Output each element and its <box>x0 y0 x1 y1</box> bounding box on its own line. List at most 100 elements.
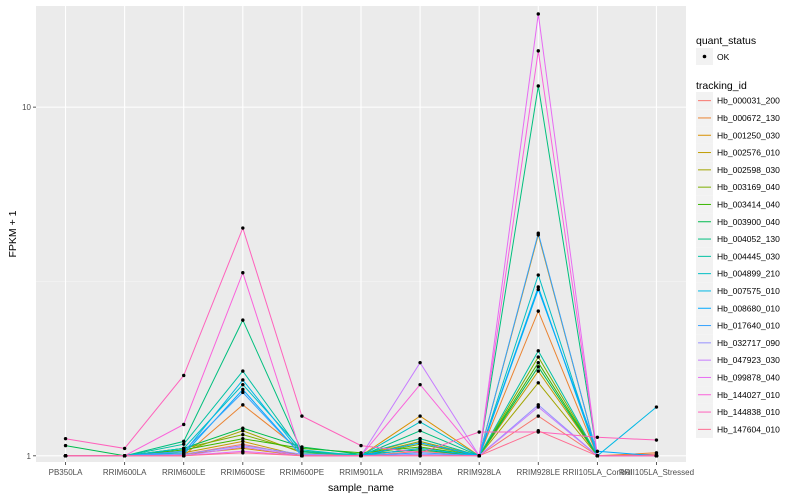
data-point <box>300 448 304 452</box>
legend-label-Hb_007575_010: Hb_007575_010 <box>717 286 780 296</box>
legend-series-entries: Hb_000031_200 Hb_000672_130 Hb_001250_030 H… <box>696 92 780 438</box>
data-point <box>182 422 186 427</box>
data-point <box>182 454 186 458</box>
legend-label-Hb_000031_200: Hb_000031_200 <box>717 96 780 106</box>
data-point <box>536 49 540 53</box>
data-point <box>241 403 245 407</box>
legend-label-Hb_003169_040: Hb_003169_040 <box>717 182 780 192</box>
data-point <box>418 420 422 424</box>
data-point <box>241 445 245 449</box>
data-point <box>536 287 540 292</box>
data-point <box>536 381 540 385</box>
data-point <box>241 226 245 230</box>
data-point <box>241 432 245 437</box>
data-point <box>182 439 186 444</box>
data-point <box>182 373 186 378</box>
data-point <box>595 454 600 458</box>
x-tick-label: RRIM600PE <box>280 468 324 477</box>
legend-label-Hb_001250_030: Hb_001250_030 <box>717 130 780 140</box>
data-point <box>241 318 245 322</box>
data-point <box>359 443 363 448</box>
data-point <box>241 436 245 441</box>
data-point <box>418 414 422 418</box>
data-point <box>241 271 245 275</box>
legend-label-Hb_004445_030: Hb_004445_030 <box>717 251 780 261</box>
y-tick-label: 10 <box>22 103 31 112</box>
data-point <box>536 360 540 365</box>
data-point <box>536 12 540 16</box>
legend-title-quant-status: quant_status <box>696 35 756 47</box>
legend: quant_status OK tracking_id Hb_000031_20… <box>696 35 780 438</box>
data-point <box>654 405 659 409</box>
data-point <box>182 449 186 454</box>
data-point <box>122 446 127 451</box>
legend-label-Hb_008680_010: Hb_008680_010 <box>717 303 780 313</box>
data-point <box>241 387 245 392</box>
legend-label-Hb_004899_210: Hb_004899_210 <box>717 269 780 279</box>
data-point <box>477 430 481 434</box>
data-point <box>418 451 422 455</box>
data-point <box>63 436 68 441</box>
legend-label-Hb_002576_010: Hb_002576_010 <box>717 148 780 158</box>
x-axis-title: sample_name <box>328 482 394 494</box>
legend-label-Hb_004052_130: Hb_004052_130 <box>717 234 780 244</box>
data-point <box>477 454 481 458</box>
legend-label-Hb_003414_040: Hb_003414_040 <box>717 199 780 209</box>
legend-label-Hb_000672_130: Hb_000672_130 <box>717 113 780 123</box>
data-point <box>418 441 422 445</box>
legend-title-tracking-id: tracking_id <box>696 80 747 92</box>
data-point <box>654 451 659 455</box>
data-point <box>63 454 68 458</box>
x-tick-label: RRII105LA_Control <box>563 468 633 477</box>
legend-label-ok: OK <box>717 52 730 62</box>
data-point <box>300 445 304 449</box>
data-point <box>418 360 422 365</box>
data-point <box>122 454 127 458</box>
data-point <box>536 355 540 359</box>
data-point <box>418 382 422 387</box>
legend-label-Hb_099878_040: Hb_099878_040 <box>717 372 780 382</box>
data-point <box>300 454 304 458</box>
data-points <box>63 12 659 458</box>
legend-label-Hb_003900_040: Hb_003900_040 <box>717 217 780 227</box>
legend-label-Hb_144027_010: Hb_144027_010 <box>717 390 780 400</box>
x-tick-label: RRIM600LE <box>162 468 206 477</box>
data-point <box>536 285 540 289</box>
x-tick-label: RRIM600SE <box>221 468 265 477</box>
data-point <box>241 451 245 455</box>
axes: 1 10 PB350LA RRIM600LA RRIM600LE RRIM600SE RRI… <box>22 103 694 477</box>
data-point <box>595 449 600 454</box>
x-tick-label: RRIM928BA <box>398 468 443 477</box>
data-point <box>536 309 540 313</box>
data-point <box>654 438 659 442</box>
legend-label-Hb_047923_030: Hb_047923_030 <box>717 355 780 365</box>
x-tick-label: RRIM928LE <box>516 468 560 477</box>
data-point <box>418 454 422 458</box>
legend-label-Hb_147604_010: Hb_147604_010 <box>717 424 780 434</box>
y-tick-label: 1 <box>27 452 32 461</box>
legend-label-Hb_002598_030: Hb_002598_030 <box>717 165 780 175</box>
data-point <box>241 378 245 382</box>
data-point <box>418 429 422 433</box>
data-point <box>241 390 245 395</box>
data-point <box>536 429 540 433</box>
data-point <box>300 414 304 418</box>
data-point <box>536 405 540 409</box>
data-point <box>241 439 245 444</box>
x-tick-label: RRII105LA_Stressed <box>619 468 694 477</box>
data-point <box>418 436 422 441</box>
x-tick-label: RRIM600LA <box>103 468 147 477</box>
data-point <box>536 414 540 418</box>
legend-label-Hb_017640_010: Hb_017640_010 <box>717 321 780 331</box>
data-point <box>241 426 245 430</box>
data-point <box>595 435 600 440</box>
data-point <box>536 349 540 353</box>
data-point <box>241 382 245 387</box>
legend-label-Hb_144838_010: Hb_144838_010 <box>717 407 780 417</box>
data-point <box>536 369 540 373</box>
x-tick-label: RRIM928LA <box>457 468 501 477</box>
data-point <box>536 365 540 369</box>
data-point <box>241 429 245 433</box>
data-point <box>182 446 186 451</box>
